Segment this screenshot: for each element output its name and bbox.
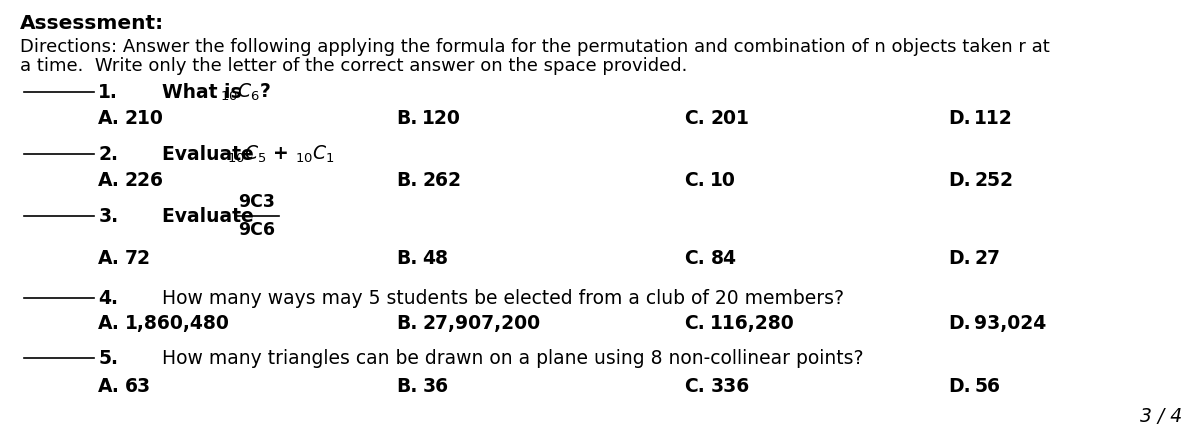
Text: 3.: 3.	[98, 207, 119, 225]
Text: D.: D.	[948, 249, 971, 268]
Text: How many ways may 5 students be elected from a club of 20 members?: How many ways may 5 students be elected …	[162, 289, 844, 307]
Text: D.: D.	[948, 170, 971, 190]
Text: 120: 120	[422, 109, 461, 127]
Text: C.: C.	[684, 109, 704, 127]
Text: 72: 72	[125, 249, 151, 268]
Text: 36: 36	[422, 377, 449, 395]
Text: 2.: 2.	[98, 144, 119, 164]
Text: What is: What is	[162, 82, 248, 102]
Text: A.: A.	[98, 249, 120, 268]
Text: D.: D.	[948, 377, 971, 395]
Text: C.: C.	[684, 170, 704, 190]
Text: 1,860,480: 1,860,480	[125, 313, 229, 333]
Text: 210: 210	[125, 109, 163, 127]
Text: 63: 63	[125, 377, 151, 395]
Text: C.: C.	[684, 249, 704, 268]
Text: 9C3: 9C3	[239, 193, 275, 211]
Text: 226: 226	[125, 170, 163, 190]
Text: A.: A.	[98, 313, 120, 333]
Text: Evaluate: Evaluate	[162, 144, 260, 164]
Text: 112: 112	[974, 109, 1013, 127]
Text: A.: A.	[98, 109, 120, 127]
Text: Evaluate: Evaluate	[162, 207, 260, 225]
Text: 4.: 4.	[98, 289, 119, 307]
Text: 84: 84	[710, 249, 737, 268]
Text: Assessment:: Assessment:	[20, 14, 164, 33]
Text: D.: D.	[948, 313, 971, 333]
Text: B.: B.	[396, 249, 418, 268]
Text: A.: A.	[98, 170, 120, 190]
Text: B.: B.	[396, 377, 418, 395]
Text: 93,024: 93,024	[974, 313, 1046, 333]
Text: C.: C.	[684, 313, 704, 333]
Text: 1.: 1.	[98, 82, 119, 102]
Text: C.: C.	[684, 377, 704, 395]
Text: A.: A.	[98, 377, 120, 395]
Text: 262: 262	[422, 170, 461, 190]
Text: 3 / 4: 3 / 4	[1140, 407, 1182, 426]
Text: B.: B.	[396, 170, 418, 190]
Text: 27: 27	[974, 249, 1001, 268]
Text: 336: 336	[710, 377, 750, 395]
Text: B.: B.	[396, 313, 418, 333]
Text: 9C6: 9C6	[239, 221, 275, 239]
Text: 27,907,200: 27,907,200	[422, 313, 540, 333]
Text: 252: 252	[974, 170, 1013, 190]
Text: 116,280: 116,280	[710, 313, 796, 333]
Text: $_{10}C_5$ + $_{10}C_1$: $_{10}C_5$ + $_{10}C_1$	[227, 143, 335, 165]
Text: D.: D.	[948, 109, 971, 127]
Text: a time.  Write only the letter of the correct answer on the space provided.: a time. Write only the letter of the cor…	[20, 57, 688, 75]
Text: B.: B.	[396, 109, 418, 127]
Text: 10: 10	[710, 170, 737, 190]
Text: 201: 201	[710, 109, 749, 127]
Text: 56: 56	[974, 377, 1001, 395]
Text: $_{10}C_6$?: $_{10}C_6$?	[220, 82, 271, 102]
Text: 5.: 5.	[98, 348, 119, 368]
Text: Directions: Answer the following applying the formula for the permutation and co: Directions: Answer the following applyin…	[20, 38, 1050, 56]
Text: How many triangles can be drawn on a plane using 8 non-collinear points?: How many triangles can be drawn on a pla…	[162, 348, 864, 368]
Text: 48: 48	[422, 249, 449, 268]
